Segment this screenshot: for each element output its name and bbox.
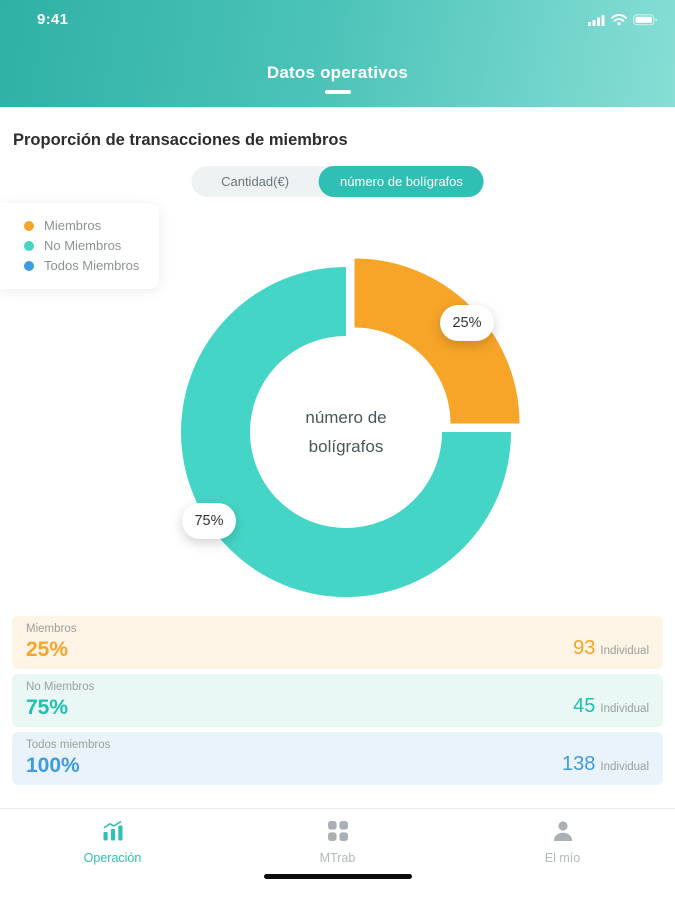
section-title: Proporción de transacciones de miembros [13,131,348,149]
card-unit: Individual [600,703,649,715]
home-indicator[interactable] [263,874,412,879]
card-count: 93 [573,637,596,659]
cellular-icon [588,13,605,31]
legend-label: No Miembros [44,238,122,253]
chart-legend: Miembros No Miembros Todos Miembros [0,203,160,289]
status-icons [588,13,658,31]
legend-label: Miembros [44,218,102,233]
pie-slice-miembros[interactable] [354,258,520,424]
tab-el-mio[interactable]: El mío [450,809,675,866]
battery-icon [633,13,658,31]
tab-label: MTrab [319,851,356,865]
donut-chart[interactable]: número de bolígrafos 25% 75% [0,248,675,616]
donut-chart-svg[interactable] [0,248,675,616]
tab-mtrab[interactable]: MTrab [225,809,450,866]
slice-label-75: 75% [182,503,236,539]
tab-label: Operación [83,851,142,865]
legend-dot-todos-miembros [24,260,34,271]
legend-dot-miembros [24,220,34,231]
card-percent: 75% [26,696,69,719]
slice-label-25: 25% [440,305,494,341]
summary-cards: Miembros 25% 93 Individual No Miembros 7… [12,616,663,790]
card-miembros: Miembros 25% 93 Individual [12,616,663,669]
chart-mode-toggle: Cantidad(€) número de bolígrafos [191,166,484,197]
tab-operacion[interactable]: Operación [0,809,225,866]
legend-label: Todos Miembros [44,258,140,273]
legend-item-no-miembros: No Miembros [24,238,139,253]
card-unit: Individual [600,761,649,773]
chart-center-label: número de bolígrafos [226,403,466,461]
title-underline [324,90,351,94]
toggle-cantidad[interactable]: Cantidad(€) [191,166,319,197]
card-count: 45 [573,695,596,717]
card-unit: Individual [600,645,649,657]
legend-dot-no-miembros [24,240,34,251]
pie-slice-no-miembros[interactable] [181,267,511,597]
chart-center-line-2: bolígrafos [308,437,384,456]
legend-item-todos-miembros: Todos Miembros [24,258,139,273]
legend-item-miembros: Miembros [24,218,139,233]
chart-center-line-1: número de [305,408,387,427]
tab-bar: Operación MTrab El mío [0,808,675,866]
card-count: 138 [562,753,596,775]
page-title: Datos operativos [266,63,409,82]
card-no-miembros: No Miembros 75% 45 Individual [12,674,663,727]
header: 9:41 [0,0,675,107]
tab-label: El mío [544,851,581,865]
card-label: No Miembros [26,681,95,693]
bar-chart-icon [100,818,126,849]
card-percent: 25% [26,638,69,661]
card-label: Miembros [26,623,77,635]
toggle-numero-boligrafos[interactable]: número de bolígrafos [319,166,484,197]
card-percent: 100% [26,754,80,777]
card-todos-miembros: Todos miembros 100% 138 Individual [12,732,663,785]
card-label: Todos miembros [26,739,111,751]
person-icon [550,818,576,849]
grid-icon [325,818,351,849]
status-time: 9:41 [37,11,69,28]
wifi-icon [611,13,627,31]
